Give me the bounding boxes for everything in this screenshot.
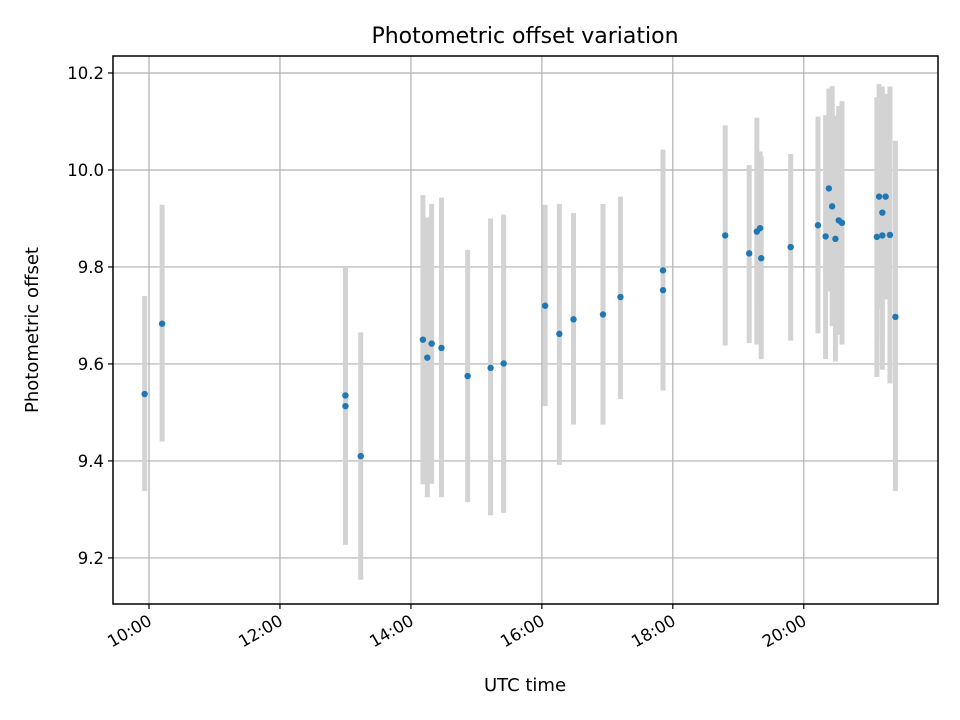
- error-bars: [142, 84, 898, 580]
- data-point: [879, 209, 886, 216]
- data-point: [756, 224, 764, 232]
- data-point: [746, 250, 753, 257]
- data-point: [342, 392, 349, 399]
- x-tick-label: 16:00: [497, 611, 548, 651]
- data-point: [428, 340, 435, 347]
- data-point: [879, 232, 886, 239]
- data-point: [617, 293, 624, 301]
- grid: [113, 56, 938, 604]
- data-point: [832, 235, 839, 243]
- data-point: [758, 255, 765, 262]
- data-point: [822, 233, 829, 240]
- data-point: [424, 354, 431, 361]
- x-tick-label: 18:00: [628, 611, 679, 651]
- x-tick-label: 12:00: [235, 611, 286, 651]
- data-point: [787, 243, 794, 251]
- data-point: [825, 185, 833, 192]
- data-point: [873, 233, 881, 241]
- data-point: [828, 203, 836, 210]
- x-axis-label: UTC time: [484, 675, 566, 696]
- data-point: [556, 330, 563, 338]
- data-point: [158, 320, 166, 327]
- data-point: [487, 364, 494, 372]
- data-point: [541, 302, 549, 309]
- x-tick-label: 14:00: [366, 611, 417, 651]
- x-tick-label: 10:00: [104, 611, 155, 651]
- data-point: [570, 316, 577, 323]
- data-point: [141, 390, 148, 398]
- data-point: [342, 402, 349, 410]
- data-point: [838, 219, 846, 227]
- data-point: [419, 336, 427, 343]
- data-point: [722, 232, 729, 239]
- x-tick-label: 20:00: [759, 611, 810, 651]
- data-point: [464, 372, 471, 380]
- data-point: [357, 452, 364, 460]
- data-point: [599, 311, 607, 318]
- y-axis-label: Photometric offset: [22, 247, 43, 413]
- data-point: [875, 193, 883, 200]
- data-point: [500, 360, 507, 367]
- y-tick-label: 9.4: [78, 452, 104, 471]
- data-point: [882, 193, 889, 200]
- data-point: [886, 231, 894, 239]
- y-tick-label: 9.2: [78, 549, 104, 568]
- data-points: [141, 185, 899, 460]
- y-axis-ticks: 9.2 9.4 9.6 9.8 10.0 10.2: [67, 64, 113, 568]
- x-axis-ticks: 10:00 12:00 14:00 16:00 18:00 20:00: [104, 604, 810, 651]
- data-point: [659, 287, 667, 294]
- data-point: [892, 313, 899, 321]
- y-tick-label: 9.6: [78, 355, 104, 374]
- plot-frame: [112, 55, 939, 605]
- y-tick-label: 10.0: [67, 161, 104, 180]
- data-point: [438, 344, 445, 352]
- y-tick-label: 10.2: [67, 64, 104, 83]
- data-point: [814, 222, 822, 229]
- y-tick-label: 9.8: [78, 258, 104, 277]
- chart-title: Photometric offset variation: [371, 24, 678, 49]
- data-point: [659, 267, 667, 274]
